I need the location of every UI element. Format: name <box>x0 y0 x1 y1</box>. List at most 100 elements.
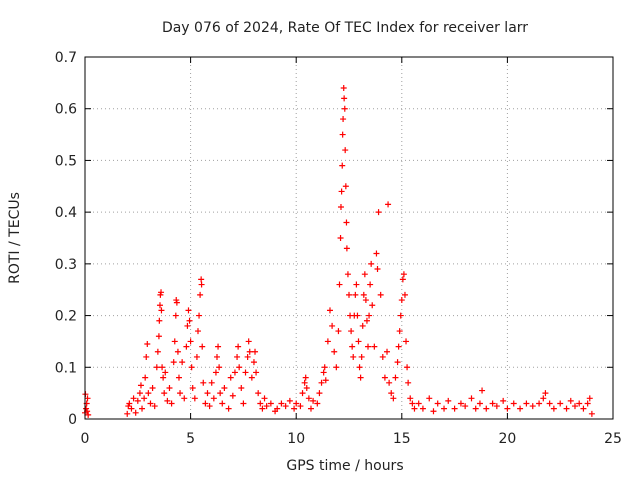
y-tick-label: 0.1 <box>55 360 77 376</box>
data-point <box>147 400 154 407</box>
data-point <box>343 245 350 252</box>
data-point <box>394 359 401 366</box>
data-point <box>200 379 207 386</box>
data-point <box>198 276 205 283</box>
data-point <box>177 390 184 397</box>
data-point <box>293 400 300 407</box>
data-point <box>361 271 368 278</box>
data-point <box>274 405 281 412</box>
data-point <box>124 410 131 417</box>
data-point <box>399 276 406 283</box>
data-point <box>282 403 289 410</box>
data-point <box>557 400 564 407</box>
data-point <box>179 359 186 366</box>
y-axis-label: ROTI / TECUs <box>7 192 23 284</box>
data-point <box>186 317 193 324</box>
data-point <box>384 348 391 355</box>
data-point <box>400 271 407 278</box>
data-point <box>462 403 469 410</box>
data-point <box>161 390 168 397</box>
data-point <box>342 183 349 190</box>
data-point <box>184 322 191 329</box>
data-point <box>483 405 490 412</box>
data-point <box>355 338 362 345</box>
data-point <box>316 390 323 397</box>
data-point <box>252 348 259 355</box>
data-point <box>244 353 251 360</box>
data-point <box>214 353 220 360</box>
data-point <box>156 302 163 309</box>
data-point <box>183 343 190 350</box>
y-tick-label: 0.2 <box>55 309 77 325</box>
data-point <box>403 338 410 345</box>
data-point <box>225 405 232 412</box>
data-point <box>445 397 452 404</box>
data-point <box>250 359 257 366</box>
data-point <box>434 400 441 407</box>
data-point <box>134 397 141 404</box>
data-point <box>128 405 135 412</box>
data-point <box>576 400 583 407</box>
data-point <box>144 341 151 348</box>
data-point <box>333 364 340 371</box>
data-point <box>362 297 369 304</box>
data-point <box>348 328 355 335</box>
plot-frame <box>84 56 614 420</box>
data-point <box>468 395 475 402</box>
x-tick-label: 0 <box>81 431 90 447</box>
data-point <box>472 405 479 412</box>
data-point <box>303 384 310 391</box>
data-point <box>219 400 226 407</box>
data-point <box>388 390 395 397</box>
data-point <box>476 400 483 407</box>
data-point <box>398 297 405 304</box>
data-point <box>353 281 360 288</box>
data-point <box>396 328 403 335</box>
data-point <box>286 397 293 404</box>
data-point <box>493 403 500 410</box>
data-point <box>451 405 458 412</box>
data-point <box>350 353 357 360</box>
data-point <box>404 364 411 371</box>
x-tick-label: 20 <box>498 431 516 447</box>
data-point <box>517 405 524 412</box>
data-point <box>352 291 359 298</box>
y-tick-label: 0.4 <box>55 205 77 221</box>
data-point <box>523 400 530 407</box>
data-point <box>248 374 255 381</box>
data-point <box>588 410 595 417</box>
data-point <box>349 343 356 350</box>
data-point <box>191 395 198 402</box>
data-point <box>337 235 344 241</box>
data-point <box>162 369 169 376</box>
data-point <box>297 403 304 410</box>
data-point <box>337 203 344 210</box>
data-point <box>357 374 364 381</box>
x-tick-label: 25 <box>604 431 622 447</box>
data-point <box>132 409 139 416</box>
data-point <box>405 379 412 386</box>
data-point <box>343 219 350 226</box>
data-point <box>202 400 209 407</box>
y-tick-label: 0.7 <box>55 50 77 66</box>
data-point <box>310 397 317 404</box>
data-point <box>299 390 306 397</box>
data-point <box>238 384 245 391</box>
data-point <box>240 400 247 407</box>
data-point <box>172 312 179 319</box>
data-point <box>407 395 414 402</box>
grid <box>85 57 613 419</box>
data-point <box>291 405 298 412</box>
data-point <box>156 317 163 324</box>
data-point <box>504 405 511 412</box>
data-point <box>354 312 361 319</box>
data-point <box>381 374 388 381</box>
data-point <box>371 343 378 350</box>
data-point <box>189 384 196 391</box>
data-point <box>171 338 178 345</box>
data-point <box>141 395 148 402</box>
data-point <box>305 395 312 402</box>
data-point <box>341 105 348 112</box>
data-point <box>193 353 200 360</box>
